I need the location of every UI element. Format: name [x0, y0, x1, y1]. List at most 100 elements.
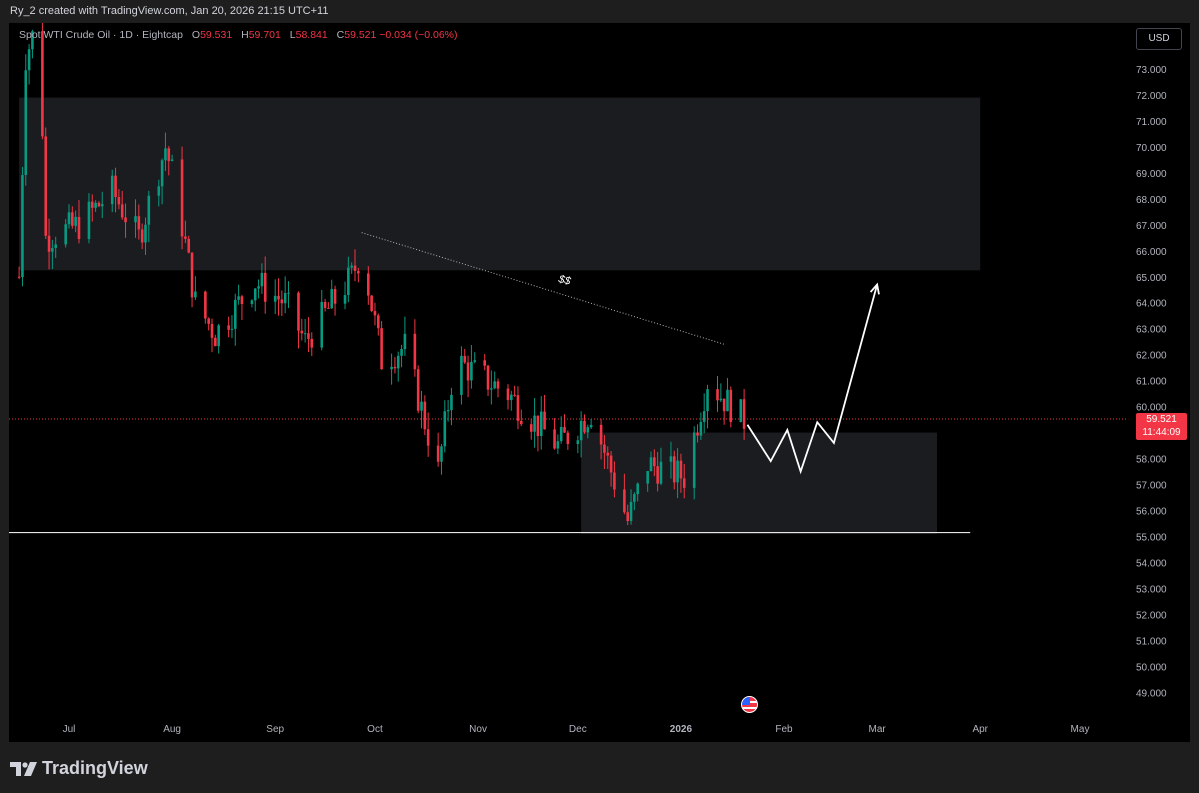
- candle-body: [157, 186, 161, 196]
- bar-countdown: 11:44:09: [1142, 427, 1181, 438]
- candle-body: [483, 360, 487, 366]
- high-label: H: [241, 29, 249, 41]
- candle-body: [250, 300, 254, 305]
- candle-body: [287, 292, 290, 294]
- candle-body: [110, 175, 114, 205]
- close-label: C: [336, 29, 345, 41]
- candle-body: [210, 323, 214, 338]
- candle-body: [233, 299, 237, 329]
- x-tick-label: Feb: [775, 724, 793, 735]
- candle-body: [260, 272, 264, 287]
- candle-body: [672, 456, 676, 483]
- candle-body: [47, 235, 51, 252]
- candle-body: [184, 236, 187, 239]
- candle-body: [87, 201, 91, 240]
- candle-body: [493, 381, 496, 389]
- candle-body: [353, 265, 357, 271]
- candle-body: [543, 411, 546, 430]
- candle-body: [297, 292, 300, 331]
- candle-body: [589, 424, 593, 428]
- credit-text: Ry_2 created with TradingView.com, Jan 2…: [10, 5, 329, 17]
- candle-body: [380, 328, 383, 370]
- candle-body: [446, 410, 450, 412]
- x-tick-label: May: [1071, 724, 1090, 735]
- liquidity-trendline: [361, 232, 725, 345]
- zone-rect: [19, 97, 981, 271]
- footer-bar: [0, 742, 1199, 793]
- candle-body: [24, 70, 28, 176]
- candle-body: [194, 291, 197, 298]
- candle-body: [357, 270, 360, 274]
- candle-body: [649, 457, 653, 472]
- y-tick-label: 71.000: [1136, 117, 1167, 128]
- candle-body: [303, 333, 307, 335]
- y-tick-label: 66.000: [1136, 247, 1167, 258]
- zone-rect: [581, 432, 937, 534]
- candle-body: [566, 432, 570, 445]
- candle-body: [327, 307, 330, 309]
- candle-body: [559, 427, 563, 442]
- candle-body: [396, 355, 400, 369]
- candle-body: [227, 325, 230, 330]
- candle-body: [739, 399, 743, 423]
- candle-body: [17, 276, 21, 278]
- candle-body: [147, 195, 151, 225]
- y-tick-label: 52.000: [1136, 610, 1167, 621]
- candle-body: [323, 301, 327, 308]
- x-tick-label: Aug: [163, 724, 181, 735]
- candle-body: [636, 483, 639, 495]
- candle-body: [536, 415, 540, 437]
- candle-body: [350, 265, 353, 268]
- candle-body: [137, 216, 141, 230]
- candle-body: [67, 212, 71, 225]
- candle-body: [443, 411, 447, 447]
- x-tick-label: Oct: [367, 724, 383, 735]
- candle-body: [416, 369, 420, 411]
- candle-body: [553, 429, 556, 449]
- candle-body: [300, 330, 304, 334]
- currency-button[interactable]: USD: [1136, 28, 1182, 50]
- candle-body: [440, 446, 443, 462]
- candle-body: [629, 501, 633, 521]
- candle-body: [134, 216, 137, 223]
- us-flag-icon[interactable]: [741, 696, 758, 713]
- candle-body: [100, 204, 104, 207]
- chart-area[interactable]: $$ 73.000 72.000 71.000 70.000 69.000 68.000 67…: [9, 23, 1190, 742]
- candle-body: [702, 411, 706, 422]
- y-tick-label: 54.000: [1136, 558, 1167, 569]
- candle-body: [579, 420, 583, 441]
- candle-body: [283, 293, 287, 304]
- candle-body: [263, 272, 267, 302]
- candle-body: [413, 333, 417, 370]
- candle-body: [706, 389, 709, 412]
- candle-body: [117, 197, 121, 205]
- candle-body: [533, 415, 536, 432]
- candle-body: [31, 31, 34, 50]
- candle-body: [240, 296, 244, 305]
- tradingview-logo[interactable]: TradingView: [10, 758, 148, 779]
- candle-body: [420, 401, 423, 411]
- open-label: O: [191, 29, 201, 41]
- candlestick-chart[interactable]: $$ 73.000 72.000 71.000 70.000 69.000 68.000 67…: [9, 23, 1190, 742]
- y-tick-label: 56.000: [1136, 506, 1167, 517]
- candle-body: [576, 440, 580, 445]
- candle-body: [529, 424, 533, 432]
- tradingview-logo-icon: [10, 761, 37, 776]
- y-tick-label: 73.000: [1136, 65, 1167, 76]
- candle-body: [729, 389, 733, 423]
- y-tick-label: 49.000: [1136, 688, 1167, 699]
- candle-body: [190, 252, 194, 298]
- candle-body: [699, 421, 703, 436]
- last-price: 59.521: [1146, 414, 1177, 425]
- y-tick-label: 64.000: [1136, 299, 1167, 310]
- candle-body: [273, 295, 277, 302]
- y-tick-label: 62.000: [1136, 351, 1167, 362]
- candle-body: [460, 355, 463, 395]
- candle-body: [280, 299, 284, 304]
- candle-body: [367, 273, 370, 296]
- candle-body: [496, 381, 500, 389]
- symbol-name: Spot WTI Crude Oil · 1D · Eightcap: [19, 29, 183, 41]
- candle-body: [41, 31, 44, 137]
- candle-body: [27, 49, 31, 71]
- candle-body: [603, 444, 606, 453]
